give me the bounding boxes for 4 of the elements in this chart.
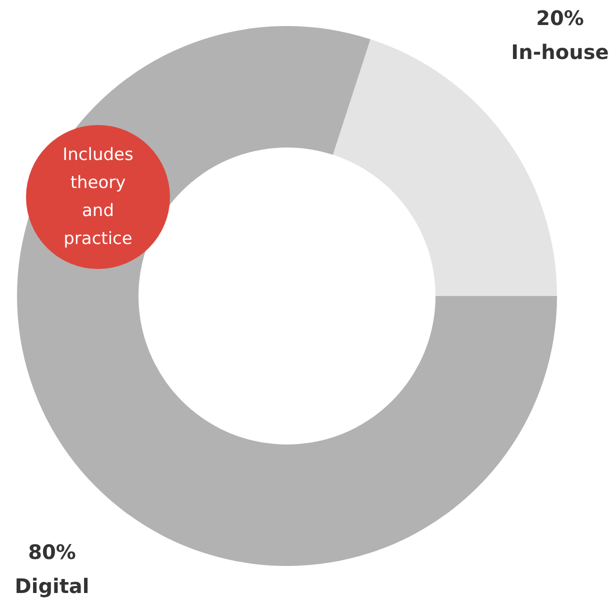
data-label: 20% (536, 6, 584, 30)
slice-label: In-house (511, 40, 609, 64)
slice-label: Digital (14, 574, 90, 598)
data-label: 80% (28, 540, 76, 564)
